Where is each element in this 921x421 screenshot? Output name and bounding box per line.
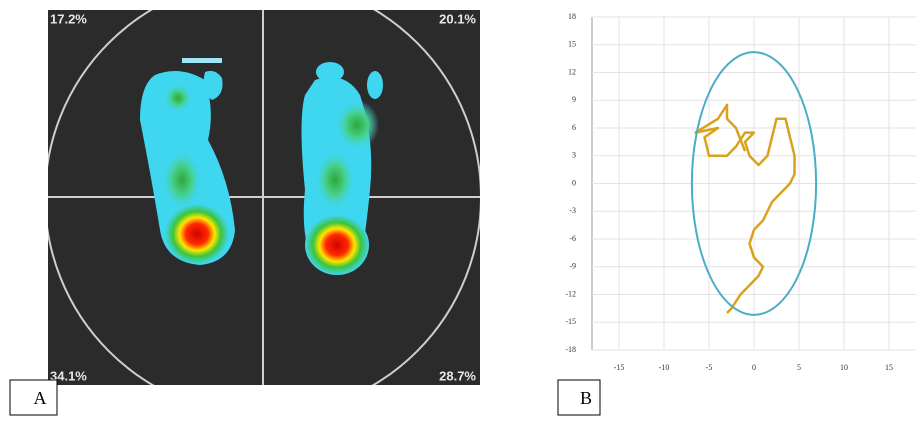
quadrant-label: 17.2% xyxy=(50,11,87,26)
trajectory xyxy=(696,105,795,313)
y-tick-label: -18 xyxy=(565,345,576,354)
quadrant-label: 20.1% xyxy=(439,11,476,26)
y-tick-label: -15 xyxy=(565,317,576,326)
y-tick-label: 15 xyxy=(568,40,576,49)
y-tick-label: 6 xyxy=(572,123,576,132)
y-tick-label: 18 xyxy=(568,12,576,21)
y-tick-label: -3 xyxy=(569,206,576,215)
panel-b: 151050-5-10-151815129630-3-6-9-12-15-18 … xyxy=(558,12,916,415)
figure: 17.2% 20.1% 34.1% 28.7% A 15 10 5 0 -5 -10 -15… xyxy=(0,0,921,416)
y-tick-label: 0 xyxy=(572,178,576,187)
y-tick-label: 12 xyxy=(568,67,576,76)
x-tick-label: -15 xyxy=(614,363,625,372)
quadrant-label: 28.7% xyxy=(439,368,476,383)
y-tick-label: -6 xyxy=(569,234,576,243)
x-tick-label: 10 xyxy=(840,363,848,372)
y-tick-label: -9 xyxy=(569,262,576,271)
panel-label: B xyxy=(580,388,592,408)
x-tick-label: 5 xyxy=(797,363,801,372)
x-tick-label: 0 xyxy=(752,363,756,372)
x-tick-label: 15 xyxy=(885,363,893,372)
y-tick-label: 3 xyxy=(572,151,576,160)
panel-a: 17.2% 20.1% 34.1% 28.7% A xyxy=(10,0,481,415)
panel-label: A xyxy=(34,388,47,408)
x-tick-label: -10 xyxy=(659,363,670,372)
y-tick-label: 9 xyxy=(572,95,576,104)
y-tick-label: -12 xyxy=(565,289,576,298)
x-tick-label: -5 xyxy=(706,363,713,372)
